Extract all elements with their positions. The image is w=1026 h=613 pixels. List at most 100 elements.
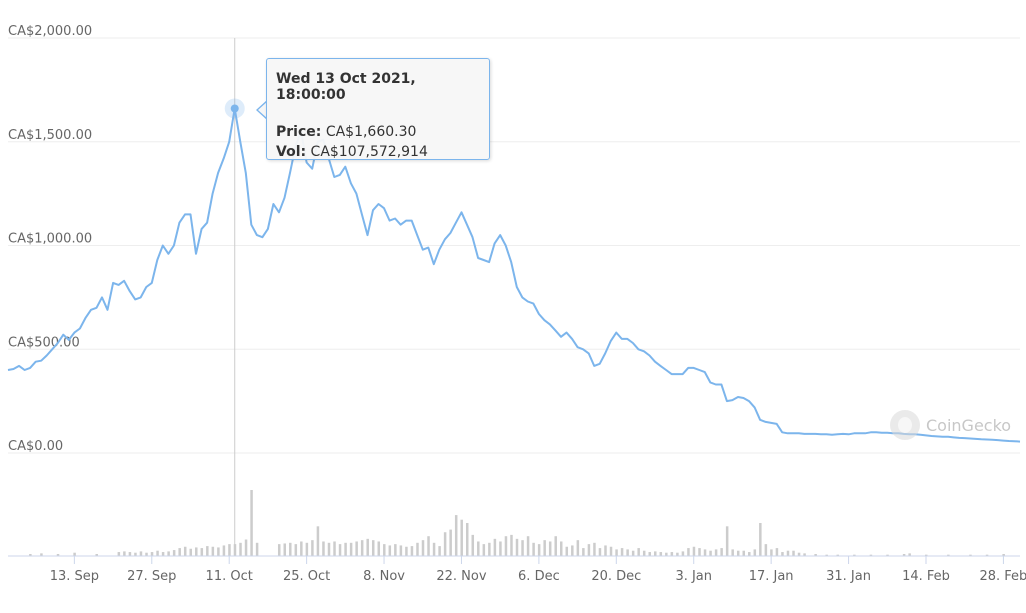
volume-bar xyxy=(117,552,121,556)
volume-bar xyxy=(681,551,685,556)
volume-bar xyxy=(626,549,629,556)
volume-bar xyxy=(969,554,972,556)
volume-bar xyxy=(665,552,668,556)
y-tick-label: CA$1,000.00 xyxy=(8,232,92,247)
volume-bar xyxy=(349,542,353,556)
volume-bar xyxy=(432,542,436,556)
x-tick-label: 11. Oct xyxy=(206,569,253,584)
volume-bar xyxy=(947,554,950,556)
x-tick-label: 8. Nov xyxy=(363,569,405,584)
volume-bar xyxy=(388,545,392,556)
volume-bar xyxy=(172,550,176,556)
volume-bar xyxy=(371,540,375,556)
volume-bar xyxy=(510,534,513,556)
volume-bar xyxy=(814,554,817,556)
volume-bar xyxy=(565,546,569,556)
volume-bars xyxy=(29,490,1005,556)
volume-bar xyxy=(477,541,480,556)
tooltip-price-row: Price: CA$1,660.30 xyxy=(276,122,480,142)
volume-bar xyxy=(637,548,640,556)
x-tick-label: 17. Jan xyxy=(749,569,794,584)
volume-bar xyxy=(283,543,287,556)
volume-bar xyxy=(560,541,563,556)
volume-bar xyxy=(95,554,98,556)
volume-bar xyxy=(620,548,624,556)
volume-bar xyxy=(692,546,696,556)
volume-bar xyxy=(410,546,414,556)
volume-bar xyxy=(294,544,298,556)
volume-bar xyxy=(438,546,441,556)
volume-bar xyxy=(454,515,458,556)
volume-bar xyxy=(720,548,723,556)
volume-bar xyxy=(770,549,773,556)
volume-bar xyxy=(759,523,762,556)
volume-bar xyxy=(29,554,32,556)
volume-bar xyxy=(521,540,524,556)
price-line-layer xyxy=(7,107,1021,443)
price-line xyxy=(7,107,1021,443)
volume-bar xyxy=(399,545,403,556)
volume-bar xyxy=(786,550,790,556)
x-tick-label: 20. Dec xyxy=(591,569,641,584)
x-tick-label: 22. Nov xyxy=(436,569,486,584)
volume-bar xyxy=(582,548,585,556)
tooltip-price-label: Price: xyxy=(276,124,322,140)
volume-bar xyxy=(156,550,159,556)
volume-bar xyxy=(499,541,502,556)
volume-bar xyxy=(338,544,342,556)
volume-bar xyxy=(698,548,701,556)
volume-bar xyxy=(139,551,143,556)
volume-bar xyxy=(593,542,596,556)
volume-bar xyxy=(449,529,452,556)
volume-bar xyxy=(924,554,928,556)
volume-bar xyxy=(211,546,215,556)
volume-bar xyxy=(465,523,469,556)
volume-bar xyxy=(736,550,740,556)
volume-bar xyxy=(709,550,712,556)
volume-bar xyxy=(167,551,170,556)
volume-bar xyxy=(493,538,497,556)
volume-bar xyxy=(764,544,768,556)
volume-bar xyxy=(161,552,165,556)
volume-bar xyxy=(394,544,397,556)
tooltip-vol-value: CA$107,572,914 xyxy=(310,144,428,160)
y-tick-label: CA$0.00 xyxy=(8,439,63,454)
volume-bar xyxy=(322,541,325,556)
volume-bar xyxy=(416,542,419,556)
volume-bar xyxy=(504,536,508,556)
volume-bar xyxy=(753,549,757,556)
tooltip-arrow-inner xyxy=(258,101,268,119)
x-tick-label: 3. Jan xyxy=(675,569,712,584)
tooltip-title: Wed 13 Oct 2021, 18:00:00 xyxy=(276,71,416,103)
volume-bar xyxy=(344,542,347,556)
volume-bar xyxy=(383,544,386,556)
volume-bar xyxy=(327,542,331,556)
volume-bar xyxy=(460,519,463,556)
volume-bar xyxy=(189,548,192,556)
highlight-point[interactable] xyxy=(230,104,239,113)
volume-bar xyxy=(902,554,906,556)
volume-bar xyxy=(703,549,707,556)
volume-bar xyxy=(482,544,486,556)
volume-bar xyxy=(73,552,76,556)
volume-bar xyxy=(543,540,546,556)
volume-bar xyxy=(803,553,806,556)
volume-bar xyxy=(554,536,557,556)
volume-bar xyxy=(515,538,519,556)
coingecko-logo-icon xyxy=(890,410,920,440)
tooltip-vol-row: Vol: CA$107,572,914 xyxy=(276,142,480,162)
volume-bar xyxy=(244,539,248,556)
tooltip: Wed 13 Oct 2021, 18:00:00 Price: CA$1,66… xyxy=(266,58,490,160)
volume-bar xyxy=(648,552,651,556)
volume-bar xyxy=(421,540,425,556)
x-tick-label: 25. Oct xyxy=(283,569,330,584)
tooltip-price-value: CA$1,660.30 xyxy=(325,124,417,140)
volume-bar xyxy=(886,554,889,556)
x-tick-label: 31. Jan xyxy=(826,569,871,584)
volume-bar xyxy=(305,542,309,556)
volume-bar xyxy=(609,546,613,556)
x-tick-label: 13. Sep xyxy=(50,569,99,584)
volume-bar xyxy=(195,547,198,556)
